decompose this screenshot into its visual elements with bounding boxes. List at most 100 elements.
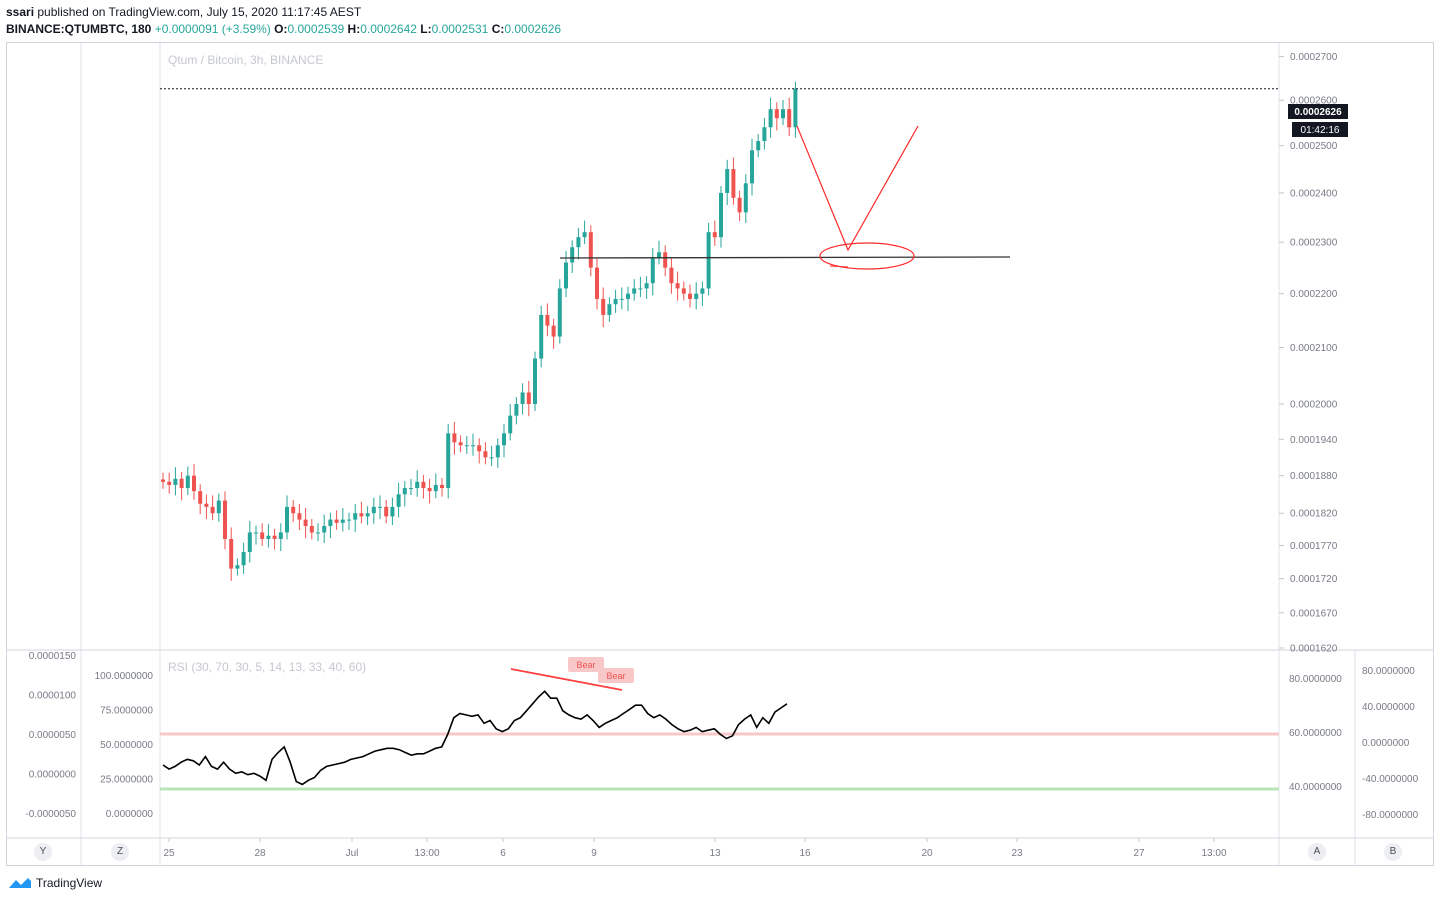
candle-body [564,262,568,289]
candle-body [235,565,240,569]
high-label: H: [347,22,361,36]
candle-body [378,506,382,508]
candle-body [762,127,767,142]
price-tick-label: 0.0001820 [1290,509,1338,520]
candle-body [663,252,668,268]
candle-body [471,445,475,447]
price-tick-label: 0.0002200 [1290,289,1338,300]
rsi-axis-label: 40.0000000 [1362,702,1415,713]
axis-z-button[interactable]: Z [111,843,129,861]
axis-y-button[interactable]: Y [34,843,52,861]
candle-body [464,445,469,447]
candle-body [514,404,519,416]
bear-label-2-box [598,668,634,683]
support-ellipse[interactable] [819,242,915,270]
candle-body [371,506,376,514]
candle-body [216,500,221,514]
candle-body [446,433,451,489]
candle-body [495,445,500,458]
candle-body [223,500,227,539]
price-tick-label: 0.0001720 [1290,574,1338,585]
time-tick-label: 23 [1011,848,1023,859]
rsi-axis-label: 75.0000000 [100,706,153,717]
candle-body [409,488,413,490]
candle-body [483,451,488,458]
footer-brand-label: TradingView [36,876,103,890]
candle-body [576,237,581,248]
candle-body [793,88,798,128]
candle-body [192,475,196,492]
candle-series [161,81,798,581]
candle-body [334,519,339,523]
footer-brand[interactable]: TradingView [8,876,102,890]
rsi-axis-label: 0.0000000 [106,809,154,820]
rsi-left-axis-outer: 0.0000150 0.0000100 0.0000050 0.0000000 -0.0… [25,651,76,820]
price-tick-label: 0.0001620 [1290,644,1338,655]
candle-body [173,478,178,485]
rsi-axis-label: 0.0000000 [29,770,77,781]
countdown-box [1292,122,1348,137]
author-name[interactable]: ssari [6,5,35,19]
price-axis: 0.0002700 0.0002600 0.0002500 0.0002400 0.00… [1279,52,1338,655]
candle-body [688,293,692,299]
candle-body [322,526,327,533]
rsi-axis-label: -0.0000050 [25,809,76,820]
candle-body [198,491,203,504]
high-value: 0.0002642 [360,22,417,36]
candle-body [743,183,748,213]
candle-body [533,358,537,405]
candle-body [508,415,513,434]
candle-body [632,288,637,294]
price-tick-label: 0.0001670 [1290,608,1338,619]
bear-divergence-line [510,668,623,691]
auto-scale-button[interactable]: A [1308,843,1326,861]
candle-body [595,267,599,299]
candle-body [619,298,624,300]
time-tick-label: 13:00 [414,848,439,859]
candle-body [731,169,736,198]
support-line[interactable] [559,256,1011,259]
time-tick-label: Jul [346,848,359,859]
time-tick-label: 16 [799,848,811,859]
low-value: 0.0002531 [431,22,489,36]
close-value: 0.0002626 [504,22,562,36]
candle-body [291,506,296,514]
projection-drawing[interactable] [796,125,919,252]
publish-line: ssari published on TradingView.com, July… [6,5,361,19]
candle-body [384,506,389,517]
rsi-axis-label: 80.0000000 [1289,674,1342,685]
candle-body [353,513,358,520]
candle-body [415,481,420,489]
time-axis: 25 28 Jul 13:00 6 9 13 16 20 23 27 13:00 [163,838,1227,859]
rsi-axis-label: 50.0000000 [100,740,153,751]
candle-body [185,475,190,489]
candle-body [167,481,172,485]
symbol-label: BINANCE:QTUMBTC, 180 [6,22,152,36]
candle-body [316,532,320,534]
candle-body [694,293,699,299]
candle-body [433,484,438,492]
axis-b-button[interactable]: B [1384,843,1402,861]
candle-body [706,232,711,289]
rsi-axis-label: 0.0000000 [1362,738,1410,749]
candle-body [737,197,742,213]
time-tick-label: 27 [1133,848,1145,859]
candle-body [539,314,544,359]
rsi-line [162,690,788,786]
candle-body [254,532,258,534]
rsi-axis-label: 0.0000050 [29,730,77,741]
candle-body [359,513,364,517]
candle-body [545,314,550,326]
published-text: published on TradingView.com, July 15, 2… [37,5,362,19]
candle-body [657,252,661,258]
countdown-label: 01:42:16 [1301,125,1340,136]
candle-body [328,519,333,527]
candle-body [452,433,457,443]
candle-body [675,283,680,289]
candle-body [340,519,345,523]
candle-body [390,506,395,517]
price-tick-label: 0.0002300 [1290,238,1338,249]
rsi-axis-label: 60.0000000 [1289,728,1342,739]
candle-body [669,267,674,284]
